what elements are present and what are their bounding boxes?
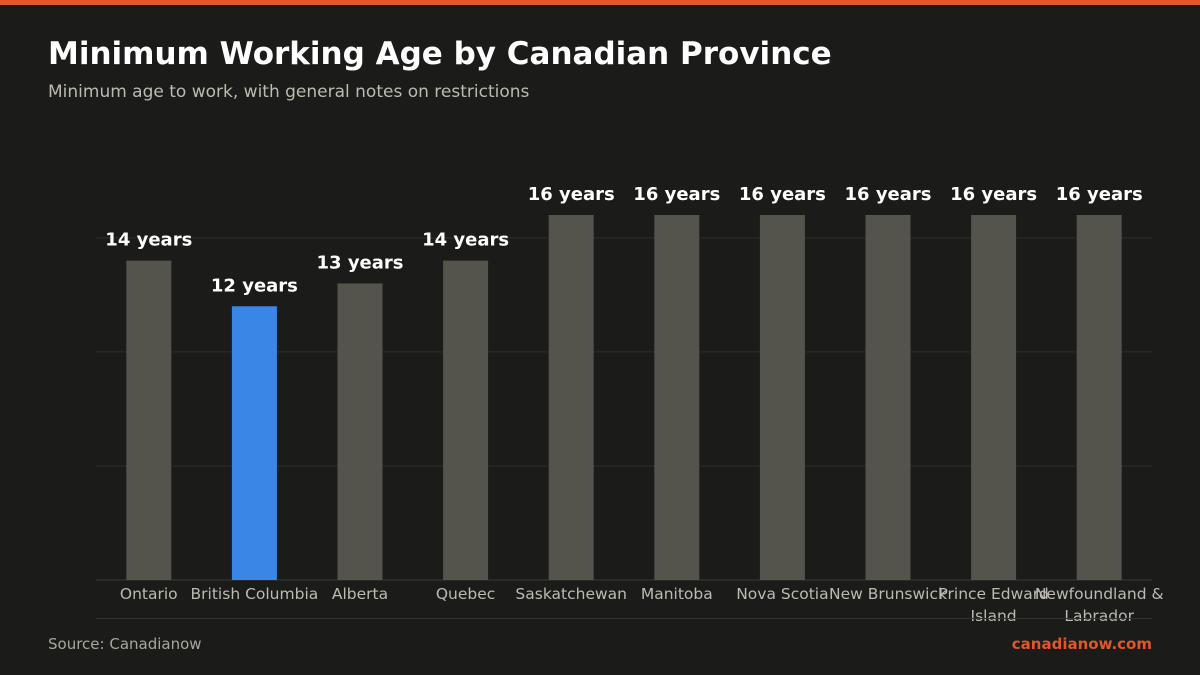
bar-nova-scotia	[759, 215, 805, 580]
category-label: Manitoba	[641, 585, 713, 603]
bar-new-brunswick	[865, 215, 911, 580]
category-label: British Columbia	[191, 585, 319, 603]
data-labels: 14 years 12 years 13 years 14 years 16 years…	[105, 184, 1142, 296]
data-label: 14 years	[422, 230, 509, 251]
chart-subtitle: Minimum age to work, with general notes …	[48, 82, 530, 102]
data-label: 16 years	[633, 184, 720, 205]
data-label: 12 years	[211, 275, 298, 296]
bar-manitoba	[654, 215, 700, 580]
bar-quebec	[443, 260, 489, 580]
category-label: Ontario	[120, 585, 178, 603]
bar-ontario	[126, 260, 172, 580]
category-label: Quebec	[436, 585, 495, 603]
data-label: 13 years	[317, 252, 404, 273]
category-label: Alberta	[332, 585, 388, 603]
accent-top-bar	[0, 0, 1200, 5]
bar-prince-edward-island	[971, 215, 1017, 580]
source-note: Source: Canadianow	[48, 635, 202, 653]
chart-title: Minimum Working Age by Canadian Province	[48, 36, 832, 72]
bar-saskatchewan	[548, 215, 594, 580]
data-label: 16 years	[1056, 184, 1143, 205]
bars	[126, 215, 1122, 580]
category-label: Newfoundland & Labrador	[1035, 585, 1164, 625]
category-label: Prince Edward Island	[938, 585, 1048, 625]
bar-british-columbia	[231, 306, 277, 580]
bar-alberta	[337, 283, 383, 580]
data-label: 16 years	[528, 184, 615, 205]
bar-newfoundland-labrador	[1076, 215, 1122, 580]
category-label: New Brunswick	[829, 585, 947, 603]
data-label: 14 years	[105, 230, 192, 251]
data-label: 16 years	[950, 184, 1037, 205]
data-label: 16 years	[739, 184, 826, 205]
brand-link[interactable]: canadianow.com	[1011, 635, 1152, 653]
category-label: Saskatchewan	[515, 585, 627, 603]
category-labels: Ontario British Columbia Alberta Quebec Sask…	[120, 585, 1164, 625]
category-label: Nova Scotia	[736, 585, 828, 603]
footer-divider	[96, 618, 1152, 619]
data-label: 16 years	[845, 184, 932, 205]
